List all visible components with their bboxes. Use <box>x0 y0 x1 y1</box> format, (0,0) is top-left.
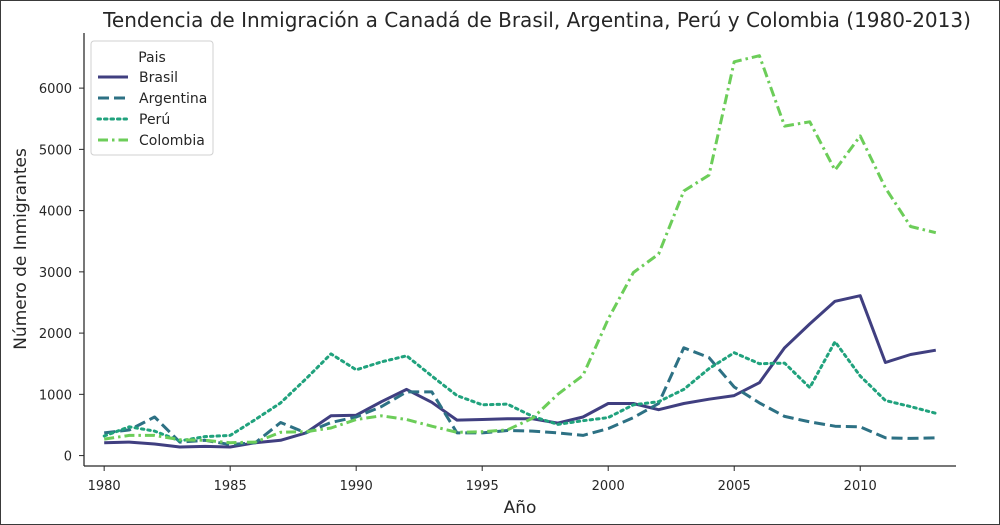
plot-lines <box>102 54 938 449</box>
axes <box>83 33 956 467</box>
x-tick-label: 1985 <box>214 479 247 494</box>
series-line-argentina <box>104 346 936 447</box>
chart-title: Tendencia de Inmigración a Canadá de Bra… <box>102 8 971 32</box>
series-line-per- <box>102 340 938 443</box>
y-tick-label: 3000 <box>39 266 72 281</box>
y-tick-label: 2000 <box>39 327 72 342</box>
legend: Pais Brasil Argentina Perú Colombia <box>90 40 214 156</box>
y-tick-label: 1000 <box>39 388 72 403</box>
x-ticks: 1980 1985 1990 1995 2000 2005 2010 <box>88 466 877 494</box>
x-tick-label: 2005 <box>718 479 751 494</box>
legend-item: Colombia <box>98 133 205 149</box>
y-tick-label: 0 <box>64 450 72 465</box>
x-tick-label: 1995 <box>466 479 499 494</box>
x-axis-label: Año <box>504 498 537 518</box>
legend-label: Argentina <box>139 91 207 107</box>
x-tick-label: 2010 <box>844 479 877 494</box>
series-line-colombia <box>103 54 937 445</box>
x-tick-label: 2000 <box>592 479 625 494</box>
legend-item: Brasil <box>98 70 178 86</box>
legend-box <box>90 40 214 156</box>
y-tick-label: 4000 <box>39 205 72 220</box>
x-tick-label: 1990 <box>340 479 373 494</box>
legend-label: Brasil <box>139 70 178 86</box>
legend-item: Perú <box>96 112 170 128</box>
y-tick-label: 6000 <box>39 82 72 97</box>
legend-items: Brasil Argentina Perú Colombia <box>96 70 207 149</box>
y-tick-label: 5000 <box>39 143 72 158</box>
legend-label: Perú <box>139 112 170 128</box>
y-ticks: 0 1000 2000 3000 4000 5000 6000 <box>39 82 84 465</box>
legend-item: Argentina <box>98 91 207 107</box>
legend-title: Pais <box>138 50 166 66</box>
x-tick-label: 1980 <box>88 479 121 494</box>
y-axis-label: Número de Inmigrantes <box>11 148 31 350</box>
legend-label: Colombia <box>139 133 205 149</box>
series-line-brasil <box>104 294 937 449</box>
